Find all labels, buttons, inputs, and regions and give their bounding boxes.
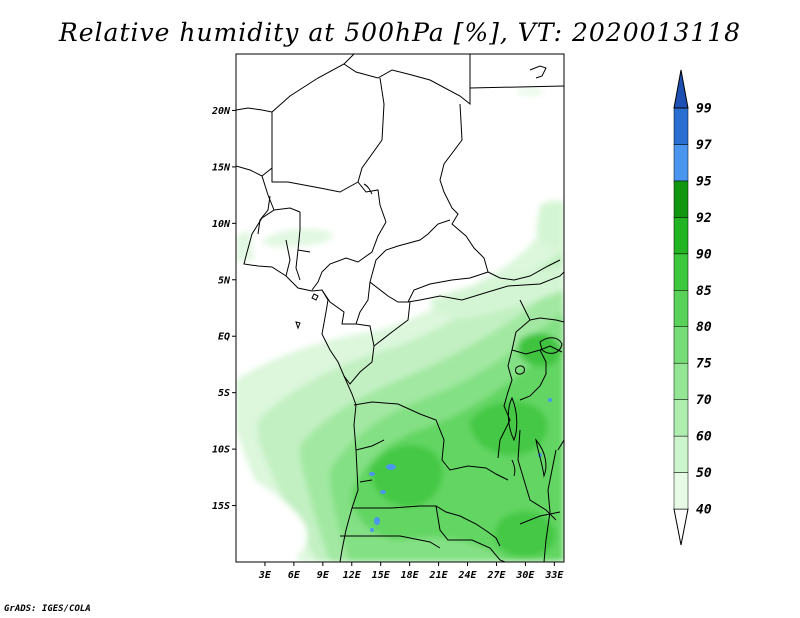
- colorbar-box: [673, 399, 689, 437]
- colorbar-level-label: 40: [696, 503, 712, 518]
- colorbar-level-label: 70: [696, 393, 712, 408]
- colorbar-level-label: 50: [696, 466, 712, 481]
- colorbar-level-label: 95: [696, 174, 712, 189]
- colorbar-level-label: 80: [696, 320, 712, 335]
- lon-tick-label: 27E: [486, 570, 506, 581]
- colorbar-high-arrow: [673, 69, 689, 109]
- colorbar-box: [673, 290, 689, 327]
- colorbar-box: [673, 217, 689, 255]
- lat-tick-label: 20N: [211, 106, 231, 117]
- colorbar-box: [673, 253, 689, 291]
- colorbar-box: [673, 472, 689, 510]
- country-borders: [236, 54, 564, 562]
- lon-tick-label: 12E: [343, 570, 362, 581]
- colorbar-level-label: 99: [696, 102, 712, 117]
- lon-tick-label: 6E: [288, 570, 301, 581]
- lat-tick-label: EQ: [218, 332, 230, 343]
- lat-tick-label: 5N: [218, 275, 231, 286]
- colorbar-level-label: 90: [696, 247, 712, 262]
- colorbar-box: [673, 326, 689, 364]
- lat-tick-label: 5S: [218, 388, 230, 399]
- colorbar-box: [673, 435, 689, 473]
- colorbar-low-arrow: [673, 508, 689, 546]
- lon-tick-label: 24E: [457, 570, 477, 581]
- lon-tick-label: 15E: [372, 570, 391, 581]
- colorbar-level-label: 75: [696, 357, 712, 372]
- colorbar-level-label: 97: [696, 138, 712, 153]
- lon-tick-label: 33E: [544, 570, 564, 581]
- lat-tick-label: 15N: [212, 162, 231, 173]
- map-frame: [235, 53, 565, 563]
- lon-tick-label: 21E: [429, 570, 449, 581]
- lon-tick-label: 30E: [515, 570, 535, 581]
- colorbar-box: [673, 107, 689, 145]
- colorbar-level-label: 85: [696, 284, 712, 299]
- lat-tick-label: 10S: [212, 445, 230, 456]
- colorbar-box: [673, 180, 689, 218]
- map-title: Relative humidity at 500hPa [%], VT: 202…: [58, 18, 742, 47]
- grads-credit: GrADS: IGES/COLA: [4, 604, 91, 614]
- latitude-axis: 20N 15N 10N 5N EQ 5S 10S 15S: [211, 106, 236, 512]
- lon-tick-label: 3E: [258, 570, 272, 581]
- lon-tick-label: 18E: [401, 570, 420, 581]
- humidity-field: [236, 87, 564, 562]
- lat-tick-label: 10N: [212, 219, 231, 230]
- colorbar-level-label: 92: [696, 211, 712, 226]
- colorbar: 40 50 60 70 75 80 85 90 92 95 97 99: [673, 69, 712, 546]
- colorbar-box: [673, 144, 689, 182]
- longitude-axis: 3E 6E 9E 12E 15E 18E 21E 24E 27E 30E 33E: [258, 562, 564, 581]
- lat-tick-label: 15S: [212, 501, 230, 512]
- colorbar-level-label: 60: [696, 430, 712, 445]
- lon-tick-label: 9E: [317, 570, 330, 581]
- colorbar-box: [673, 362, 689, 400]
